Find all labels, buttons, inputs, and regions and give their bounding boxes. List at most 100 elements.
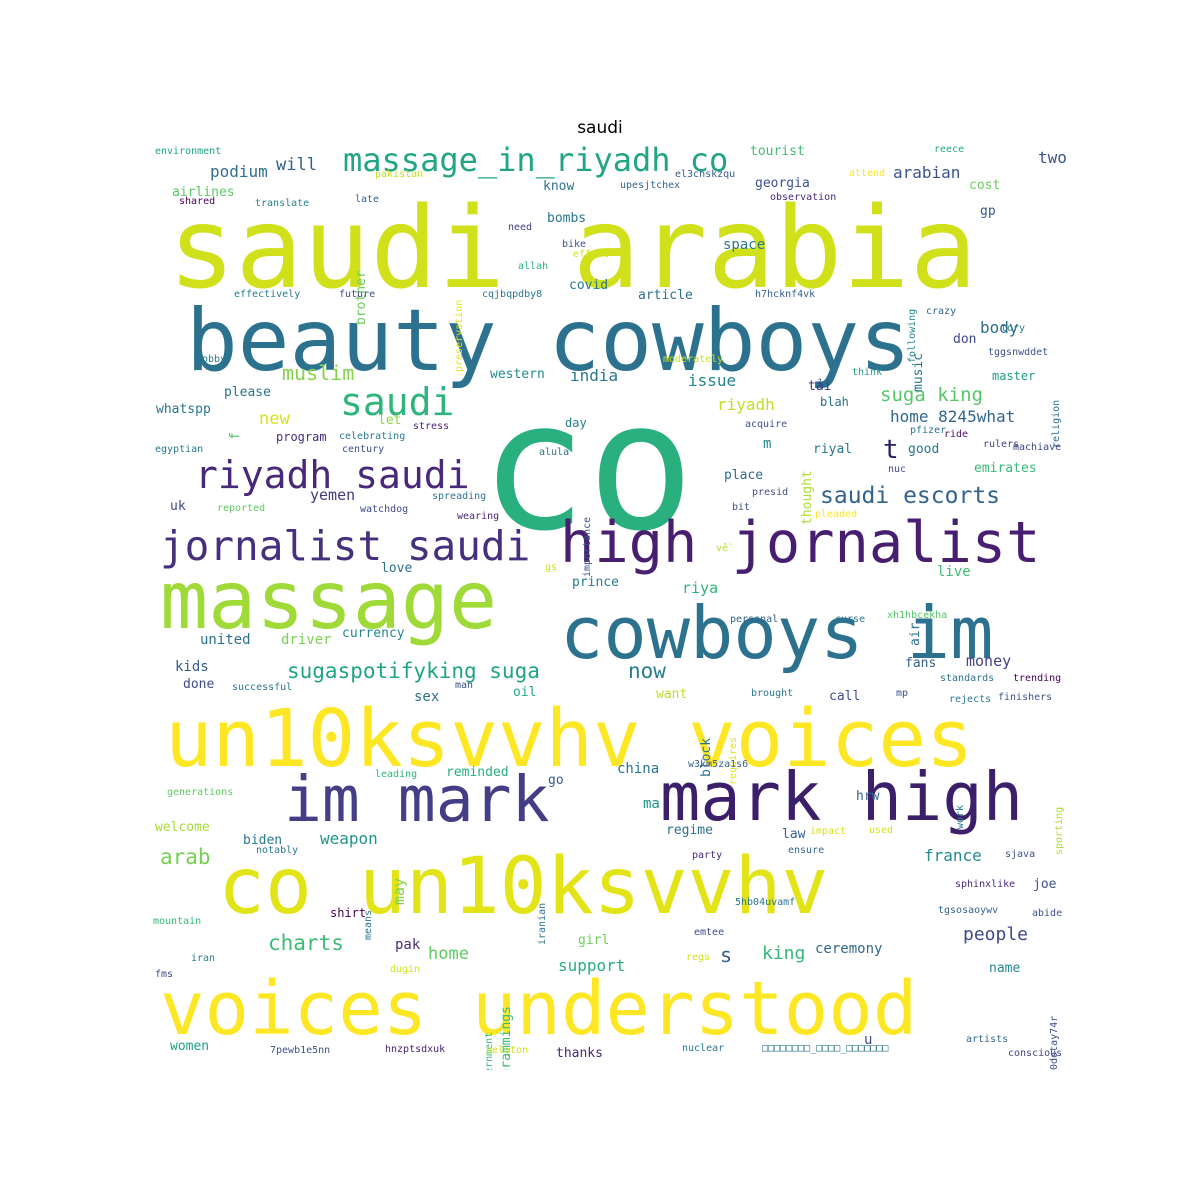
cloud-word-money: money	[966, 652, 1012, 670]
cloud-word-yemen: yemen	[310, 486, 356, 504]
cloud-word-pakistan: pakistan	[375, 169, 424, 180]
cloud-word-need: need	[508, 222, 533, 233]
cloud-word-trending: trending	[1013, 673, 1062, 684]
cloud-word-high-jornalist: high jornalist	[560, 510, 1041, 576]
cloud-word-used: used	[869, 825, 894, 836]
cloud-word-girl: girl	[578, 933, 610, 948]
cloud-word-emtee: emtee	[694, 927, 725, 938]
cloud-word-bike: bike	[562, 239, 587, 250]
cloud-word-arabian: arabian	[893, 163, 961, 182]
cloud-word-reece: reece	[934, 145, 965, 155]
cloud-word-allah: allah	[518, 261, 549, 272]
cloud-word-el3chskzqu: el3chskzqu	[675, 169, 736, 180]
cloud-word-rulers: rulers	[983, 439, 1020, 450]
cloud-word-cqjbqpdby8: cqjbqpdby8	[482, 289, 543, 300]
cloud-word-co: co	[480, 363, 695, 570]
cloud-word-uk: uk	[170, 499, 186, 514]
cloud-word-live: live	[937, 564, 971, 580]
cloud-word-emirates: emirates	[974, 461, 1037, 476]
cloud-word-standards: standards	[940, 673, 995, 684]
cloud-word-done: done	[183, 677, 215, 692]
cloud-word-sugaspotifyking-suga: sugaspotifyking suga	[287, 659, 540, 683]
cloud-word-translate: translate	[255, 198, 310, 209]
cloud-word-call: call	[829, 689, 861, 704]
cloud-word-sporting: sporting	[1054, 806, 1065, 855]
cloud-word-brought: brought	[751, 688, 794, 699]
cloud-word-support: support	[558, 956, 626, 975]
cloud-word-u0dotay74r: u0dotay74r	[1049, 1015, 1060, 1070]
cloud-word-two: two	[1038, 148, 1067, 167]
cloud-word-place: place	[724, 468, 764, 483]
cloud-word-effectively: effectively	[234, 289, 301, 300]
cloud-word-love: love	[381, 561, 413, 576]
cloud-word-nuclear: nuclear	[682, 1043, 725, 1054]
cloud-word-presid: presid	[752, 487, 789, 498]
cloud-word-7pewb1e5nn: 7pewb1e5nn	[270, 1045, 331, 1056]
cloud-word-prince: prince	[572, 575, 619, 590]
cloud-word-body: body	[980, 318, 1019, 337]
cloud-word-united: united	[200, 632, 251, 648]
cloud-word-riya: riya	[682, 579, 719, 597]
cloud-word-generations: generations	[167, 787, 234, 798]
cloud-word-king: king	[762, 943, 806, 964]
cloud-word-charts: charts	[268, 931, 344, 955]
cloud-word-fans: fans	[905, 656, 937, 671]
cloud-word-t: t	[883, 435, 899, 465]
cloud-word-v: về	[716, 543, 729, 554]
cloud-word-airlines: airlines	[172, 185, 235, 200]
cloud-word-reminded: reminded	[446, 765, 509, 780]
cloud-word-successful: successful	[232, 682, 293, 693]
cloud-word-joe: joe	[1033, 877, 1057, 892]
cloud-word-xh1hbcekha: xh1hbcekha	[887, 610, 948, 621]
cloud-word-jornalist-saudi: jornalist saudi	[160, 522, 531, 570]
cloud-word-sex: sex	[414, 689, 440, 705]
cloud-word-h7hcknf4vk: h7hcknf4vk	[755, 289, 816, 300]
cloud-word-muslim: muslim	[282, 361, 355, 385]
cloud-word-im-mark: im mark	[284, 763, 550, 836]
cloud-word-gp: gp	[980, 204, 996, 219]
cloud-word-may: may	[390, 877, 408, 905]
cloud-word-go: go	[548, 773, 564, 788]
cloud-word-weapon: weapon	[320, 829, 378, 848]
cloud-word-hnzptsdxuk: hnzptsdxuk	[385, 1044, 446, 1055]
cloud-word-riyal: riyal	[813, 442, 853, 457]
cloud-word-spreading: spreading	[432, 491, 487, 502]
cloud-word-party: party	[692, 850, 723, 861]
cloud-word-china: china	[617, 761, 660, 777]
cloud-word-un10ksvvhv-voices: un10ksvvhv voices	[165, 693, 974, 785]
cloud-word-s: s	[720, 943, 733, 967]
cloud-word-pfizer: pfizer	[910, 425, 947, 436]
cloud-word-lobby: lobby	[196, 354, 227, 365]
cloud-word-bit: bit	[732, 502, 751, 513]
cloud-word-master: master	[992, 369, 1036, 383]
cloud-word-century: century	[342, 444, 385, 455]
cloud-word-beauty-cowboys: beauty cowboys	[186, 291, 911, 391]
cloud-word-want: want	[656, 687, 688, 702]
cloud-word-acquire: acquire	[745, 419, 788, 430]
cloud-word-programmings: programmings	[499, 1005, 514, 1070]
cloud-word-sjava: sjava	[1005, 849, 1036, 860]
cloud-word-f: f	[228, 431, 243, 440]
cloud-word-program: program	[276, 430, 327, 444]
cloud-word-know: know	[543, 179, 575, 194]
cloud-word-biden: biden	[243, 833, 283, 848]
cloud-word-attend: attend	[849, 168, 886, 179]
cloud-word-western: western	[490, 367, 545, 382]
cloud-word-new: new	[259, 409, 290, 429]
cloud-word-hrw: hrw	[856, 789, 880, 804]
cloud-word-kids: kids	[175, 659, 209, 675]
cloud-word-let: let	[378, 413, 402, 428]
cloud-word-mp: mp	[896, 688, 909, 699]
cloud-word-rejects: rejects	[949, 694, 992, 705]
cloud-word-gs: gs	[545, 562, 558, 573]
cloud-word-impact: impact	[810, 826, 847, 837]
cloud-word-alula: alula	[539, 447, 570, 458]
cloud-word-space: space	[723, 237, 766, 253]
cloud-word-france: france	[924, 846, 982, 865]
cloud-word-nuc: nuc	[888, 464, 907, 475]
cloud-word-watchdog: watchdog	[360, 504, 409, 515]
cloud-word-home: home	[428, 944, 469, 964]
word-cloud: co saudi arabia beauty cowboys massage cowbo…	[150, 145, 1075, 1070]
cloud-word-article: article	[638, 288, 693, 303]
cloud-word-blah: blah	[820, 395, 849, 409]
